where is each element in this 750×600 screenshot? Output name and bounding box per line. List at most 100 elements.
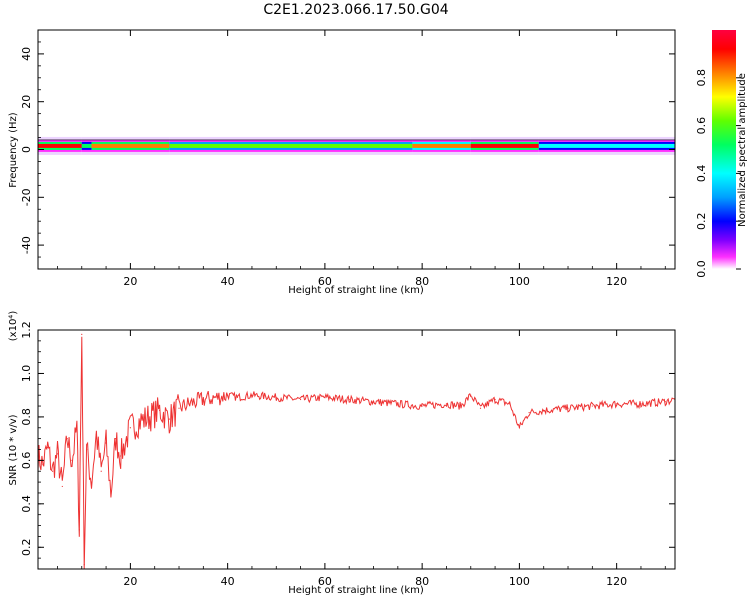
band-segment-5	[470, 136, 539, 155]
snr-point	[78, 529, 80, 531]
colorbar-tick-label: 0.2	[695, 212, 708, 230]
x-tick-label: 80	[415, 575, 429, 588]
colorbar-tick-label: 0.4	[695, 165, 708, 183]
snr-point	[227, 394, 229, 396]
x-tick-label: 20	[123, 575, 137, 588]
spectrogram-panel: 20 40 60 80 100 120 -40 -20 0 20 40 Height of stra…	[8, 29, 676, 296]
snr-point	[202, 398, 204, 401]
band-core	[412, 143, 471, 148]
snr-point	[188, 403, 190, 405]
snr-point	[76, 427, 78, 429]
snr-point	[47, 446, 49, 448]
snr-point	[543, 409, 545, 411]
snr-point	[120, 455, 122, 457]
snr-point	[460, 405, 462, 407]
snr-point	[251, 394, 253, 396]
snr-y-axis-label: SNR (10 * v/v)	[8, 414, 19, 485]
snr-point	[421, 405, 423, 407]
snr-point	[81, 333, 83, 335]
snr-point	[66, 438, 68, 440]
colorbar: 0.0 0.2 0.4 0.6 0.8 Normalized spectral ampl…	[695, 30, 748, 278]
snr-point	[168, 418, 170, 420]
band-core	[38, 143, 82, 148]
x-tick-label: 20	[123, 275, 137, 288]
y-tick-label: -20	[20, 188, 33, 206]
spectrogram-ticks: 20 40 60 80 100 120 -40 -20 0 20 40	[20, 30, 675, 288]
snr-point	[110, 492, 112, 494]
y-tick-label: 1.0	[20, 365, 33, 383]
x-tick-label: 40	[221, 575, 235, 588]
x-tick-label: 120	[606, 275, 627, 288]
snr-point	[71, 459, 73, 461]
y-tick-label: 20	[20, 95, 33, 109]
snr-point	[236, 396, 238, 398]
band-segment-3	[169, 136, 413, 155]
snr-point	[397, 403, 399, 405]
snr-ticks: 20 40 60 80 100 120 0.2 0.4 0.6 0.8 1.0 1.2	[20, 321, 675, 588]
snr-point	[372, 401, 375, 403]
snr-point	[178, 407, 180, 409]
snr-point	[640, 403, 642, 405]
band-core	[81, 143, 92, 148]
x-tick-label: 100	[509, 275, 530, 288]
snr-point	[115, 438, 117, 440]
snr-x-axis-label: Height of straight line (km)	[288, 585, 424, 596]
snr-point	[158, 409, 161, 411]
snr-point	[528, 411, 530, 414]
colorbar-tick-label: 0.0	[695, 260, 708, 278]
snr-point	[664, 401, 666, 403]
snr-point	[494, 398, 496, 401]
snr-point	[348, 398, 350, 401]
y-tick-label: 0	[20, 146, 33, 153]
snr-plot-area	[38, 330, 675, 569]
colorbar-gradient	[712, 30, 736, 269]
snr-point	[217, 396, 219, 398]
snr-point	[105, 442, 107, 444]
colorbar-ticks: 0.0 0.2 0.4 0.6 0.8	[695, 69, 741, 278]
snr-point	[95, 433, 97, 435]
band-segment-0	[38, 136, 82, 155]
band-core	[169, 143, 413, 148]
x-tick-label: 60	[318, 275, 332, 288]
band-segment-2	[91, 136, 170, 155]
snr-point	[275, 396, 277, 398]
y-tick-label: 0.6	[20, 452, 33, 470]
band-core	[538, 143, 675, 148]
spectrogram-band	[38, 136, 675, 155]
snr-point	[90, 481, 93, 483]
colorbar-tick-label: 0.6	[695, 117, 708, 135]
band-core	[470, 143, 539, 148]
snr-point	[149, 416, 151, 418]
snr-point	[56, 453, 59, 455]
snr-panel: 20 40 60 80 100 120 0.2 0.4 0.6 0.8 1.0 1.2 Height …	[8, 311, 676, 596]
spectrogram-x-axis-label: Height of straight line (km)	[288, 285, 424, 296]
snr-point	[51, 470, 54, 472]
snr-line	[37, 336, 676, 570]
snr-point	[591, 405, 593, 407]
snr-point	[139, 420, 141, 422]
y-tick-label: 0.2	[20, 539, 33, 557]
snr-scale-label: (x10⁴)	[8, 311, 19, 342]
colorbar-tick-label: 0.8	[695, 69, 708, 87]
y-tick-label: 0.4	[20, 495, 33, 513]
x-tick-label: 100	[509, 575, 530, 588]
x-tick-label: 40	[221, 275, 235, 288]
x-tick-label: 120	[606, 575, 627, 588]
snr-point	[100, 470, 102, 472]
snr-point	[509, 403, 511, 405]
y-tick-label: -40	[20, 236, 33, 254]
spectrogram-y-axis-label: Frequency (Hz)	[8, 112, 19, 188]
band-core	[91, 143, 170, 148]
chart-title: C2E1.2023.066.17.50.G04	[263, 2, 448, 18]
snr-point	[83, 564, 85, 566]
colorbar-label: Normalized spectral amplitude	[737, 73, 748, 227]
band-segment-6	[538, 136, 675, 155]
band-segment-4	[412, 136, 471, 155]
x-tick-label: 80	[415, 275, 429, 288]
snr-point	[616, 403, 618, 405]
snr-point	[86, 448, 88, 451]
snr-point	[129, 427, 131, 429]
snr-point	[518, 427, 520, 429]
snr-point	[567, 407, 569, 409]
